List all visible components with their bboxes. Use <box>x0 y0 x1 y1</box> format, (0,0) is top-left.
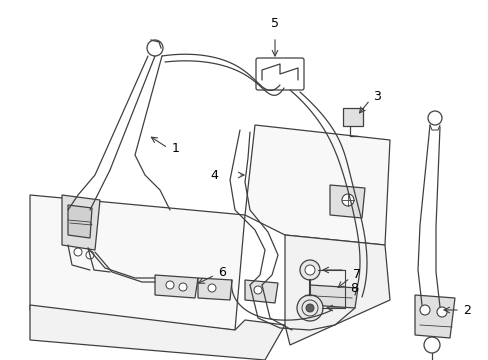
Polygon shape <box>414 295 454 338</box>
Circle shape <box>253 286 262 294</box>
Circle shape <box>299 260 319 280</box>
Circle shape <box>74 248 82 256</box>
Circle shape <box>419 305 429 315</box>
Text: 1: 1 <box>172 141 180 154</box>
Polygon shape <box>155 275 198 298</box>
Circle shape <box>305 265 314 275</box>
Circle shape <box>179 283 186 291</box>
Circle shape <box>436 307 446 317</box>
Circle shape <box>296 295 323 321</box>
Polygon shape <box>244 280 278 303</box>
Text: 3: 3 <box>372 90 380 103</box>
Circle shape <box>207 284 216 292</box>
Circle shape <box>341 194 353 206</box>
Text: 6: 6 <box>218 266 225 279</box>
Circle shape <box>305 304 313 312</box>
Circle shape <box>86 251 94 259</box>
Text: 4: 4 <box>210 168 218 181</box>
Polygon shape <box>30 305 285 360</box>
Text: 2: 2 <box>462 303 470 316</box>
Text: 7: 7 <box>352 269 360 282</box>
Polygon shape <box>30 195 244 330</box>
Polygon shape <box>342 108 362 126</box>
Polygon shape <box>68 205 92 238</box>
Polygon shape <box>309 285 357 308</box>
Polygon shape <box>329 185 364 218</box>
Polygon shape <box>244 125 389 245</box>
Text: 8: 8 <box>349 283 357 296</box>
Polygon shape <box>285 235 389 345</box>
Text: 5: 5 <box>270 17 279 30</box>
Circle shape <box>165 281 174 289</box>
Polygon shape <box>62 195 100 250</box>
Polygon shape <box>198 278 231 300</box>
